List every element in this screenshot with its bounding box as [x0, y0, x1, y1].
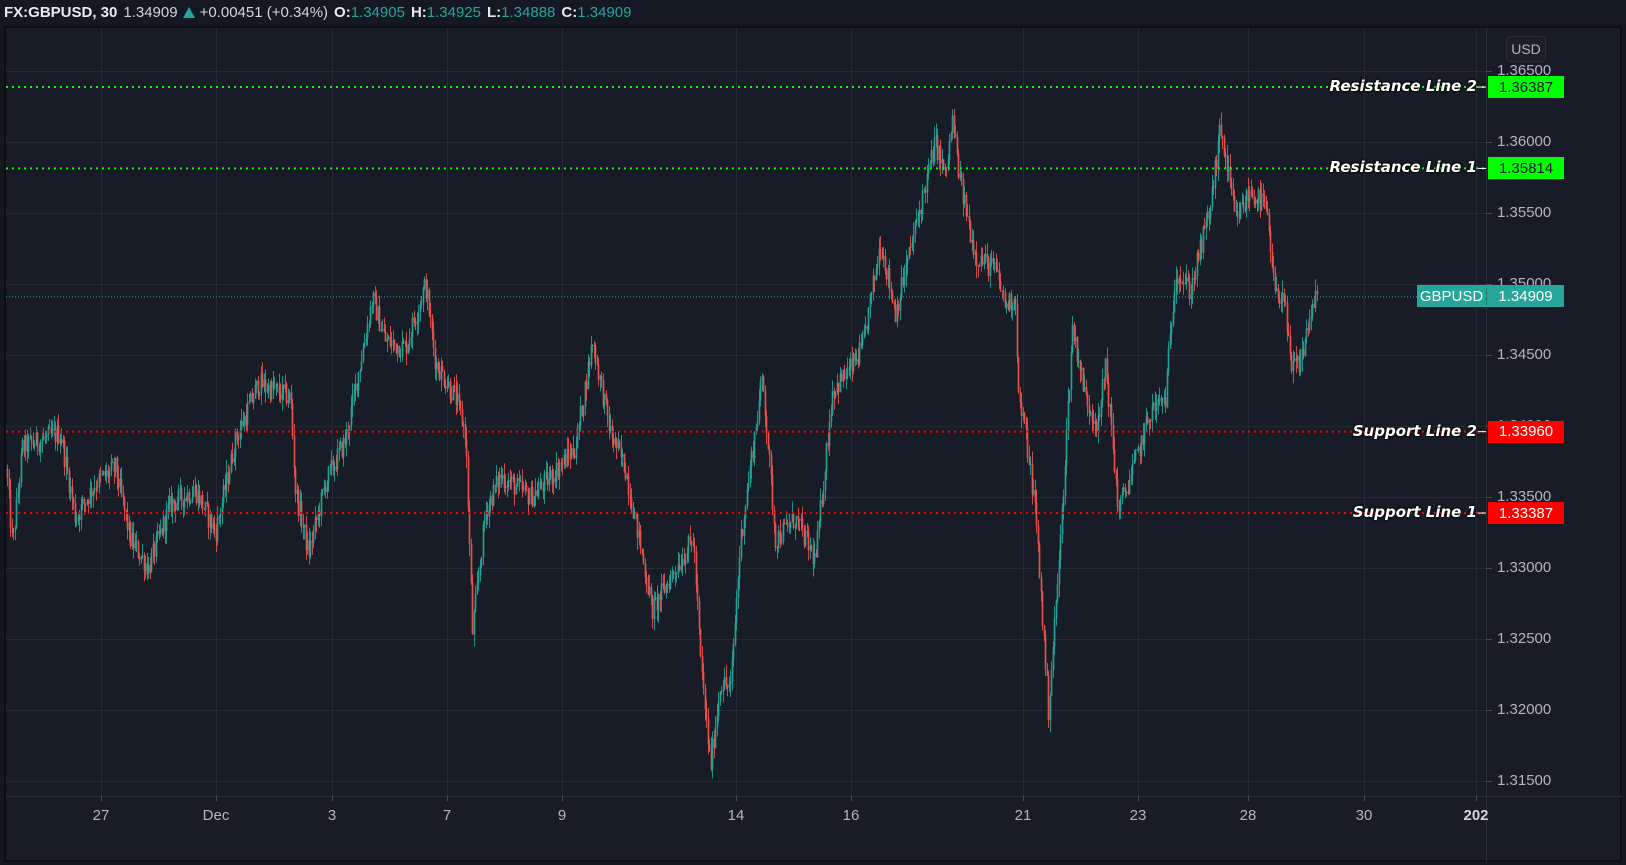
price-change: +0.00451 (+0.34%) — [199, 3, 329, 21]
high-value: 1.34925 — [426, 3, 481, 21]
time-tick: 23 — [1129, 807, 1147, 824]
candlestick-series — [6, 108, 1319, 779]
time-tick: 202 — [1463, 807, 1489, 824]
low-label: L: — [487, 3, 502, 21]
price-tick: 1.36000 — [1497, 133, 1552, 150]
symbol-tag-name: GBPUSD — [1417, 287, 1487, 305]
horizontal-lines[interactable] — [6, 86, 1486, 515]
label-support-line-1: Support Line 1 — [1352, 503, 1477, 522]
open-label: O: — [334, 3, 351, 21]
open-value: 1.34905 — [350, 3, 405, 21]
price-tick: 1.35500 — [1497, 204, 1552, 221]
label-resistance-line-2: Resistance Line 2 — [1329, 77, 1477, 96]
symbol-title[interactable]: FX:GBPUSD, 30 — [4, 3, 118, 21]
time-tick: 21 — [1014, 807, 1032, 824]
time-tick: 16 — [842, 807, 860, 824]
time-tick: 3 — [327, 807, 337, 824]
price-tag-resistance-line-1: 1.35814 — [1488, 157, 1564, 180]
time-tick: 27 — [92, 807, 110, 824]
axes — [6, 28, 1622, 862]
chart-frame — [4, 26, 1622, 862]
last-price: 1.34909 — [123, 3, 178, 21]
time-tick: Dec — [202, 807, 230, 824]
low-value: 1.34888 — [501, 3, 556, 21]
price-tag-support-line-1: 1.33387 — [1488, 502, 1564, 525]
symbol-header: FX:GBPUSD, 30 1.34909 +0.00451 (+0.34%) … — [0, 0, 1626, 24]
high-label: H: — [410, 3, 427, 21]
up-triangle-icon — [182, 6, 195, 18]
price-tick: 1.32500 — [1497, 630, 1552, 647]
price-tick: 1.32000 — [1497, 701, 1552, 718]
price-tick: 1.34500 — [1497, 346, 1552, 363]
close-value: 1.34909 — [577, 3, 632, 21]
chart-grid — [6, 28, 1486, 796]
label-resistance-line-1: Resistance Line 1 — [1329, 158, 1477, 177]
price-tag-support-line-2: 1.33960 — [1488, 420, 1564, 443]
price-tick: 1.33000 — [1497, 559, 1552, 576]
time-tick: 14 — [727, 807, 745, 824]
price-tick: 1.33500 — [1497, 488, 1552, 505]
symbol-tag-value: 1.34909 — [1498, 287, 1553, 305]
time-tick: 7 — [442, 807, 452, 824]
time-tick: 9 — [557, 807, 567, 824]
time-tick: 28 — [1239, 807, 1257, 824]
last-price-tag: GBPUSD 1.34909 — [1417, 285, 1564, 307]
currency-button[interactable]: USD — [1506, 36, 1546, 62]
price-tick: 1.36500 — [1497, 62, 1552, 79]
price-tag-resistance-line-2: 1.36387 — [1488, 76, 1564, 99]
time-tick: 30 — [1355, 807, 1373, 824]
price-tick: 1.31500 — [1497, 772, 1552, 789]
close-label: C: — [561, 3, 578, 21]
label-support-line-2: Support Line 2 — [1352, 421, 1477, 440]
